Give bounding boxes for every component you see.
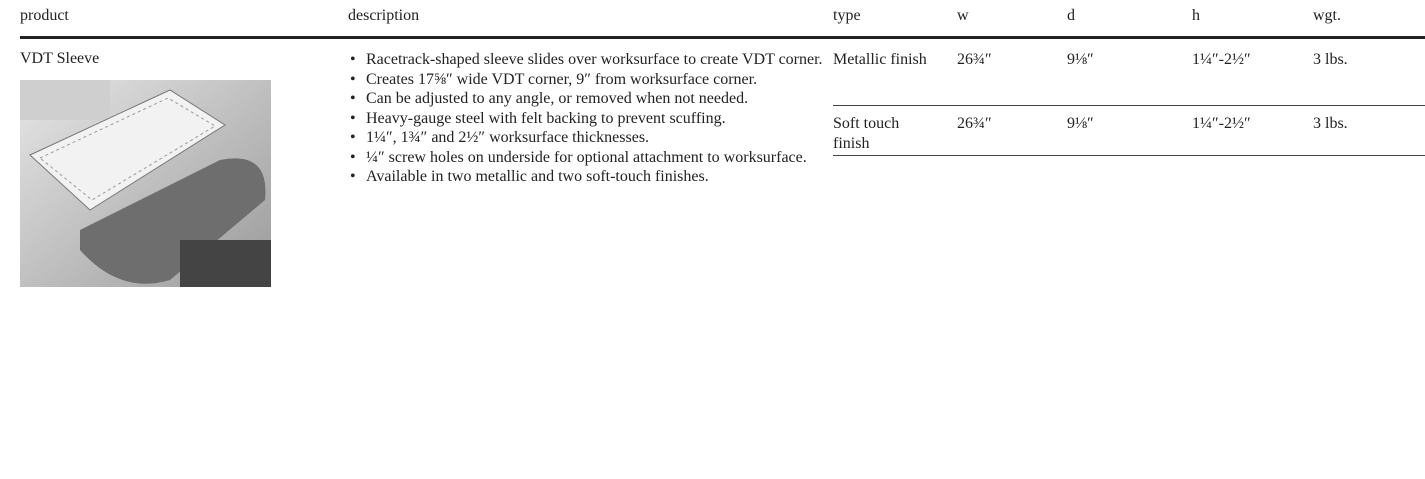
column-header: d — [1067, 7, 1075, 24]
description-item: Heavy-gauge steel with felt backing to p… — [348, 109, 828, 129]
header-rule — [20, 36, 1425, 39]
product-name: VDT Sleeve — [20, 50, 100, 67]
column-header: type — [833, 7, 861, 24]
description-item: ¼″ screw holes on underside for optional… — [348, 148, 828, 168]
cell: 26¾″ — [957, 51, 992, 68]
cell: 1¼″-2½″ — [1192, 51, 1251, 68]
cell: Soft touch finish — [833, 115, 900, 152]
cell: Metallic finish — [833, 51, 927, 68]
column-header: w — [957, 7, 969, 24]
cell: 9⅛″ — [1067, 115, 1094, 132]
description-item: Racetrack-shaped sleeve slides over work… — [348, 50, 828, 70]
description-item: 1¼″, 1¾″ and 2½″ worksurface thicknesses… — [348, 128, 828, 148]
cell: 3 lbs. — [1313, 51, 1348, 68]
column-header: h — [1192, 7, 1200, 24]
row-rule — [833, 155, 1425, 156]
product-image — [20, 80, 271, 287]
cell: 1¼″-2½″ — [1192, 115, 1251, 132]
column-header: description — [348, 7, 420, 24]
description-item: Available in two metallic and two soft-t… — [348, 167, 828, 187]
description-item: Can be adjusted to any angle, or removed… — [348, 89, 828, 109]
column-header: wgt. — [1313, 7, 1341, 24]
row-rule — [833, 105, 1425, 106]
description-list: Racetrack-shaped sleeve slides over work… — [348, 50, 828, 187]
cell: 26¾″ — [957, 115, 992, 132]
cell: 9⅛″ — [1067, 51, 1094, 68]
cell: 3 lbs. — [1313, 115, 1348, 132]
column-header: product — [20, 7, 69, 24]
description-item: Creates 17⅝″ wide VDT corner, 9″ from wo… — [348, 70, 828, 90]
